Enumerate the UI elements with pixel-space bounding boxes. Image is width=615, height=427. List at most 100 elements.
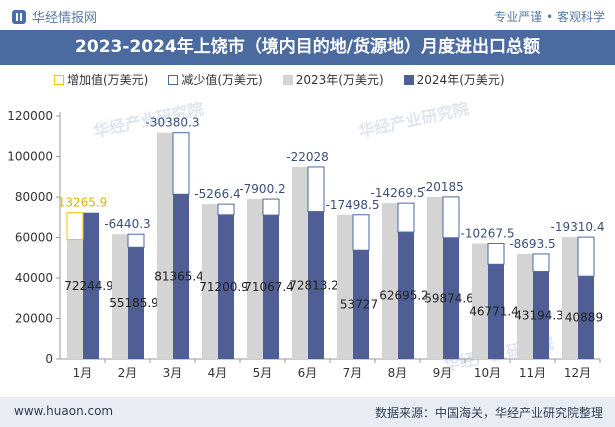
value-label-2024: 72813.2 xyxy=(289,278,339,292)
x-tick-label: 5月 xyxy=(253,366,273,380)
change-label: -6440.3 xyxy=(104,217,150,231)
bar-2023 xyxy=(202,204,218,359)
bar-2023 xyxy=(247,199,263,359)
chart-area: 增加值(万美元) 减少值(万美元) 2023年(万美元) 2024年(万美元) … xyxy=(0,65,615,397)
legend-swatch-increase xyxy=(54,74,64,85)
bar-2023 xyxy=(337,214,353,359)
watermark-text: 华经产业研究院 xyxy=(357,99,471,141)
y-tick-label: 20000 xyxy=(15,312,53,326)
increase-box xyxy=(66,212,84,241)
legend-swatch-2024 xyxy=(403,74,414,85)
bar-2023 xyxy=(427,196,443,359)
change-label: -19310.4 xyxy=(551,220,605,234)
bar-2023 xyxy=(112,234,128,359)
chart-title: 2023-2024年上饶市（境内目的地/货源地）月度进出口总额 xyxy=(0,30,615,65)
legend-label-decrease: 减少值(万美元) xyxy=(181,73,263,87)
decrease-box xyxy=(172,132,190,195)
value-label-2024: 72244.9 xyxy=(64,279,114,293)
bar-2024 xyxy=(308,211,324,359)
bar-2024 xyxy=(173,194,189,359)
top-bar: 华经情报网 专业严谨 • 客观科学 xyxy=(0,0,615,30)
footer-source: 数据来源：中国海关，华经产业研究院整理 xyxy=(374,406,603,420)
value-label-2024: 71067.4 xyxy=(244,280,294,294)
brand-name: 华经情报网 xyxy=(32,11,98,26)
x-tick-label: 7月 xyxy=(343,366,363,380)
value-label-2024: 81365.4 xyxy=(154,270,204,284)
change-label: -10267.5 xyxy=(461,226,515,240)
tagline: 专业严谨 • 客观科学 xyxy=(494,10,605,24)
value-label-2024: 71200.9 xyxy=(199,280,249,294)
y-tick-label: 100000 xyxy=(7,150,53,164)
x-tick-label: 6月 xyxy=(298,366,318,380)
legend-item-increase: 增加值(万美元) xyxy=(54,71,148,88)
bar-2023 xyxy=(472,243,488,359)
footer-website[interactable]: www.huaon.com xyxy=(14,404,114,418)
change-label: -14269.5 xyxy=(371,186,425,200)
legend-label-2023: 2023年(万美元) xyxy=(295,73,384,87)
value-label-2024: 40889 xyxy=(565,311,603,325)
decrease-box xyxy=(577,236,595,277)
change-label: -20185 xyxy=(421,180,464,194)
value-label-2024: 59874.6 xyxy=(424,291,474,305)
x-tick-label: 9月 xyxy=(433,366,453,380)
x-tick-label: 12月 xyxy=(564,366,591,380)
x-tick-label: 3月 xyxy=(163,366,183,380)
bar-2024 xyxy=(578,276,594,359)
y-tick-label: 80000 xyxy=(15,190,53,204)
decrease-box xyxy=(217,203,235,216)
legend-swatch-decrease xyxy=(168,74,179,85)
bar-2023 xyxy=(562,237,578,359)
value-label-2024: 53727 xyxy=(340,298,378,312)
y-tick-label: 60000 xyxy=(15,231,53,245)
change-label: -22028 xyxy=(286,150,329,164)
decrease-box xyxy=(262,198,280,216)
y-tick-label: 0 xyxy=(45,352,53,366)
value-label-2024: 62695.2 xyxy=(379,289,429,303)
bar-2023 xyxy=(292,166,308,359)
value-label-2024: 43194.3 xyxy=(514,308,564,322)
bar-2024 xyxy=(218,214,234,359)
bar-2024 xyxy=(533,271,549,359)
bar-2023 xyxy=(382,203,398,359)
plot-svg: 华经产业研究院华经产业研究院华经产业研究院0200004000060000800… xyxy=(7,99,605,380)
bar-2023 xyxy=(157,132,173,359)
x-tick-label: 4月 xyxy=(208,366,228,380)
change-label: 13265.9 xyxy=(58,196,108,210)
brand-logo-icon xyxy=(12,9,26,24)
legend-label-increase: 增加值(万美元) xyxy=(67,73,149,87)
change-label: -30380.3 xyxy=(146,116,200,130)
x-tick-label: 10月 xyxy=(474,366,501,380)
value-label-2024: 55185.9 xyxy=(109,296,159,310)
x-tick-label: 8月 xyxy=(388,366,408,380)
bar-2024 xyxy=(443,237,459,359)
legend-item-2024: 2024年(万美元) xyxy=(403,71,505,88)
legend-label-2024: 2024年(万美元) xyxy=(416,73,505,87)
bar-2024 xyxy=(398,232,414,359)
bar-2024 xyxy=(353,250,369,359)
change-label: -5266.4 xyxy=(194,187,240,201)
decrease-box xyxy=(442,196,460,239)
change-label: -8693.5 xyxy=(509,237,555,251)
bar-2024 xyxy=(128,247,144,359)
decrease-box xyxy=(397,202,415,233)
y-tick-label: 40000 xyxy=(15,271,53,285)
y-tick-label: 120000 xyxy=(7,109,53,123)
bar-2024 xyxy=(488,264,504,359)
legend-item-decrease: 减少值(万美元) xyxy=(168,71,263,88)
change-label: -17498.5 xyxy=(326,198,380,212)
change-label: -7900.2 xyxy=(239,182,285,196)
bar-2023 xyxy=(67,239,83,359)
legend-swatch-2023 xyxy=(282,74,293,85)
decrease-box xyxy=(487,242,505,265)
x-tick-label: 11月 xyxy=(519,366,546,380)
decrease-box xyxy=(352,214,370,251)
bar-2024 xyxy=(263,215,279,359)
brand[interactable]: 华经情报网 xyxy=(12,7,97,26)
bar-2023 xyxy=(517,253,533,359)
decrease-box xyxy=(532,253,550,273)
x-tick-label: 2月 xyxy=(118,366,138,380)
footer: www.huaon.com 数据来源：中国海关，华经产业研究院整理 xyxy=(0,397,615,427)
legend: 增加值(万美元) 减少值(万美元) 2023年(万美元) 2024年(万美元) xyxy=(54,71,505,88)
x-tick-label: 1月 xyxy=(73,366,93,380)
value-label-2024: 46771.4 xyxy=(469,305,519,319)
